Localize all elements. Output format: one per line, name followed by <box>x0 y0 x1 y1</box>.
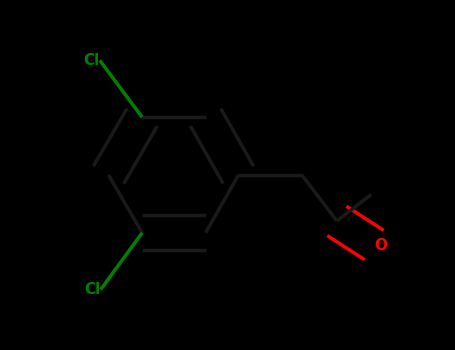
Text: Cl: Cl <box>84 53 100 68</box>
Text: O: O <box>374 238 387 252</box>
Text: Cl: Cl <box>84 282 101 297</box>
